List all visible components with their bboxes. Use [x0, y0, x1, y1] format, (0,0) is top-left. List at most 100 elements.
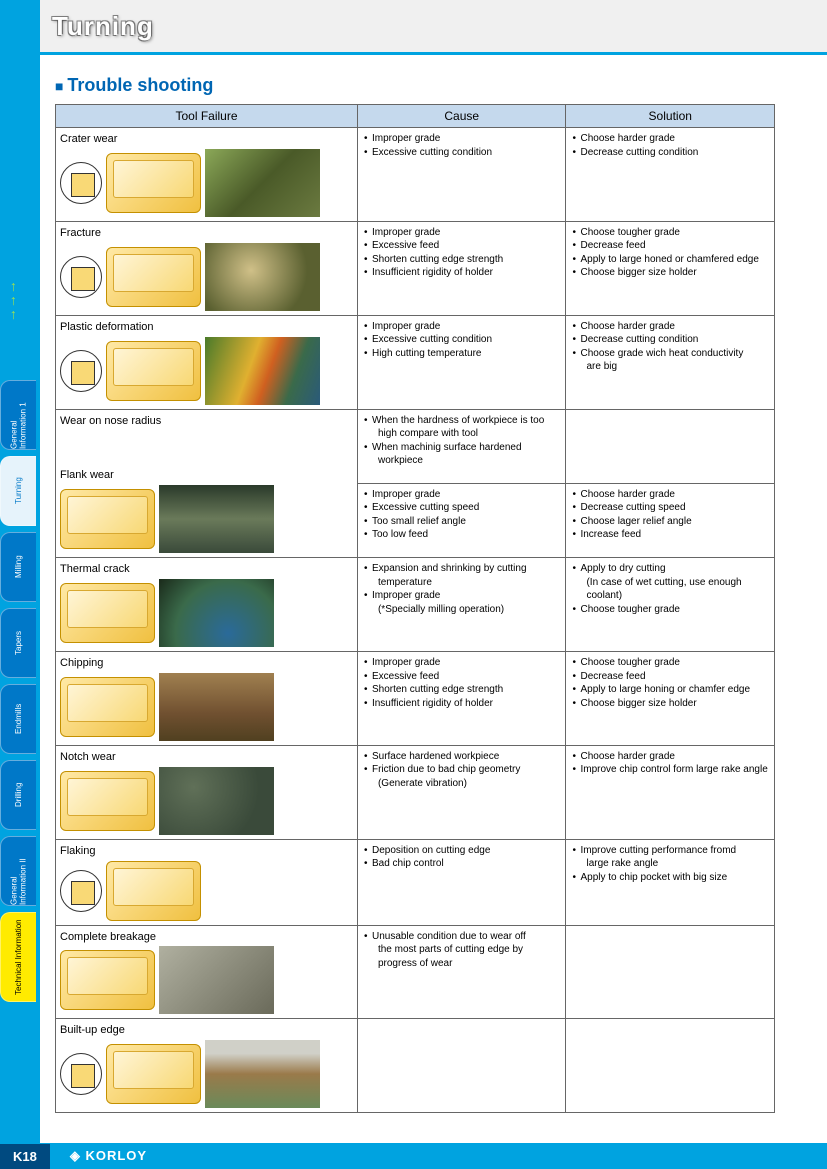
list-item: When the hardness of workpiece is too — [364, 414, 560, 428]
list-item: Too low feed — [364, 528, 560, 542]
cause-cell: Improper gradeExcessive cutting conditio… — [357, 128, 566, 222]
wear-photo — [205, 149, 320, 217]
failure-cell: Fracture — [56, 221, 358, 315]
sidebar: ←←← General Information 1TurningMillingT… — [0, 0, 40, 1169]
list-item: (*Specially milling operation) — [364, 603, 560, 617]
failure-label: Flaking — [60, 844, 353, 859]
wear-photo — [205, 243, 320, 311]
wear-photo — [159, 767, 274, 835]
cause-cell: Improper gradeExcessive feedShorten cutt… — [357, 221, 566, 315]
solution-cell: Choose harder gradeImprove chip control … — [566, 745, 775, 839]
list-item: Deposition on cutting edge — [364, 844, 560, 858]
section-heading: Trouble shooting — [55, 75, 775, 96]
list-item: temperature — [364, 576, 560, 590]
list-item: Choose lager relief angle — [572, 515, 768, 529]
cause-cell: When the hardness of workpiece is toohig… — [357, 409, 566, 483]
sidebar-tab[interactable]: General Information II — [0, 836, 36, 906]
failure-cell: Wear on nose radiusFlank wear — [56, 409, 358, 558]
list-item: Excessive cutting speed — [364, 501, 560, 515]
cause-cell: Improper gradeExcessive cutting speedToo… — [357, 483, 566, 557]
insert-illustration — [106, 247, 201, 307]
solution-cell: Choose tougher gradeDecrease feedApply t… — [566, 652, 775, 746]
list-item: are big — [572, 360, 768, 374]
list-item: Choose harder grade — [572, 750, 768, 764]
wear-photo — [159, 946, 274, 1014]
insert-illustration — [60, 489, 155, 549]
solution-cell: Choose harder gradeDecrease cutting cond… — [566, 315, 775, 409]
list-item: Improve cutting performance fromd — [572, 844, 768, 858]
list-item: progress of wear — [364, 957, 560, 971]
solution-cell: Choose tougher gradeDecrease feedApply t… — [566, 221, 775, 315]
solution-cell: Apply to dry cutting(In case of wet cutt… — [566, 558, 775, 652]
solution-cell: Improve cutting performance fromdlarge r… — [566, 839, 775, 925]
list-item: (In case of wet cutting, use enough — [572, 576, 768, 590]
list-item: Excessive cutting condition — [364, 146, 560, 160]
list-item: Choose grade wich heat conductivity — [572, 347, 768, 361]
wear-photo — [205, 1040, 320, 1108]
insert-illustration — [60, 950, 155, 1010]
list-item: Surface hardened workpiece — [364, 750, 560, 764]
cause-cell: Deposition on cutting edgeBad chip contr… — [357, 839, 566, 925]
cause-cell: Unusable condition due to wear offthe mo… — [357, 925, 566, 1019]
list-item: Excessive cutting condition — [364, 333, 560, 347]
solution-cell: Choose harder gradeDecrease cutting spee… — [566, 483, 775, 557]
content-area: Trouble shooting Tool FailureCauseSoluti… — [55, 75, 775, 1113]
sidebar-tab[interactable]: General Information 1 — [0, 380, 36, 450]
list-item: Apply to dry cutting — [572, 562, 768, 576]
solution-cell — [566, 409, 775, 483]
solution-cell: Choose harder gradeDecrease cutting cond… — [566, 128, 775, 222]
table-header: Cause — [357, 105, 566, 128]
insert-schematic-icon — [60, 256, 102, 298]
list-item: Choose harder grade — [572, 132, 768, 146]
failure-cell: Thermal crack — [56, 558, 358, 652]
list-item: Friction due to bad chip geometry — [364, 763, 560, 777]
list-item: Too small relief angle — [364, 515, 560, 529]
sidebar-tab[interactable]: Drilling — [0, 760, 36, 830]
insert-schematic-icon — [60, 162, 102, 204]
list-item: Decrease feed — [572, 670, 768, 684]
failure-label: Built-up edge — [60, 1023, 353, 1038]
cause-cell: Improper gradeExcessive cutting conditio… — [357, 315, 566, 409]
list-item: Insufficient rigidity of holder — [364, 697, 560, 711]
list-item: Choose harder grade — [572, 488, 768, 502]
list-item: Decrease cutting speed — [572, 501, 768, 515]
failure-label: Fracture — [60, 226, 353, 241]
list-item: high compare with tool — [364, 427, 560, 441]
list-item: Improper grade — [364, 656, 560, 670]
sidebar-tab[interactable]: Turning — [0, 456, 36, 526]
insert-illustration — [60, 583, 155, 643]
insert-schematic-icon — [60, 870, 102, 912]
list-item: Apply to large honed or chamfered edge — [572, 253, 768, 267]
failure-label: Thermal crack — [60, 562, 353, 577]
brand-logo: KORLOY — [70, 1148, 147, 1164]
page-title: Turning — [52, 11, 154, 42]
insert-illustration — [60, 771, 155, 831]
insert-illustration — [106, 153, 201, 213]
failure-cell: Plastic deformation — [56, 315, 358, 409]
list-item: coolant) — [572, 589, 768, 603]
list-item: (Generate vibration) — [364, 777, 560, 791]
page-number: K18 — [0, 1144, 50, 1169]
failure-label: Chipping — [60, 656, 353, 671]
failure-label: Wear on nose radius — [60, 414, 353, 429]
list-item: Unusable condition due to wear off — [364, 930, 560, 944]
solution-cell — [566, 1019, 775, 1113]
list-item: Improper grade — [364, 132, 560, 146]
troubleshooting-table: Tool FailureCauseSolutionCrater wearImpr… — [55, 104, 775, 1113]
sidebar-tab[interactable]: Milling — [0, 532, 36, 602]
list-item: Improper grade — [364, 589, 560, 603]
sidebar-tab[interactable]: Technical Information — [0, 912, 36, 1002]
sidebar-tab[interactable]: Endmills — [0, 684, 36, 754]
insert-schematic-icon — [60, 1053, 102, 1095]
list-item: Excessive feed — [364, 670, 560, 684]
list-item: Apply to large honing or chamfer edge — [572, 683, 768, 697]
insert-illustration — [106, 341, 201, 401]
sidebar-tab[interactable]: Tapers — [0, 608, 36, 678]
list-item: Improper grade — [364, 226, 560, 240]
failure-cell: Built-up edge — [56, 1019, 358, 1113]
cause-cell: Improper gradeExcessive feedShorten cutt… — [357, 652, 566, 746]
list-item: High cutting temperature — [364, 347, 560, 361]
wear-photo — [159, 485, 274, 553]
failure-label: Notch wear — [60, 750, 353, 765]
list-item: Choose tougher grade — [572, 603, 768, 617]
